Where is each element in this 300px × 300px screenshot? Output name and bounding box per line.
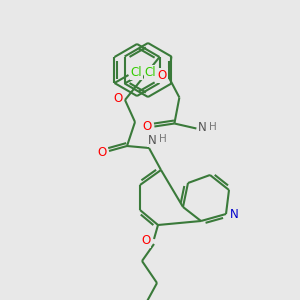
Text: N: N	[230, 208, 238, 221]
Text: O: O	[141, 235, 151, 248]
Text: O: O	[113, 92, 123, 106]
Text: H: H	[208, 122, 216, 131]
Text: O: O	[98, 146, 106, 158]
Text: N: N	[148, 134, 156, 146]
Text: O: O	[143, 120, 152, 133]
Text: Cl: Cl	[131, 67, 142, 80]
Text: O: O	[158, 69, 167, 82]
Text: H: H	[159, 134, 167, 144]
Text: Cl: Cl	[145, 66, 156, 79]
Text: N: N	[198, 121, 207, 134]
